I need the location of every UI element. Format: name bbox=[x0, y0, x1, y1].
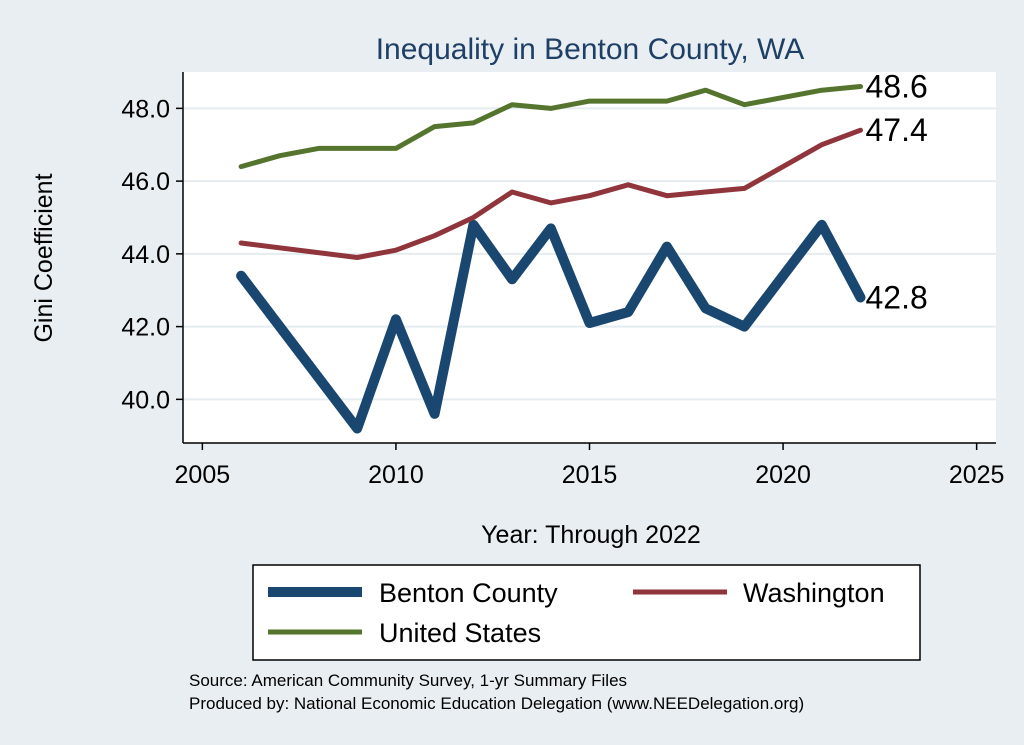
legend-label-washington: Washington bbox=[743, 578, 885, 608]
end-label-united-states: 48.6 bbox=[866, 69, 928, 105]
x-tick-label: 2010 bbox=[368, 461, 424, 489]
series-lines bbox=[236, 84, 866, 434]
y-tick-label: 40.0 bbox=[121, 386, 170, 414]
legend-label-benton-county: Benton County bbox=[379, 578, 558, 608]
end-label-benton-county: 42.8 bbox=[866, 280, 928, 316]
chart-title: Inequality in Benton County, WA bbox=[376, 33, 805, 66]
legend-box bbox=[252, 564, 921, 661]
source-line: Source: American Community Survey, 1-yr … bbox=[189, 671, 627, 690]
x-tick-label: 2020 bbox=[755, 461, 811, 489]
x-tick-label: 2015 bbox=[562, 461, 618, 489]
x-axis-title: Year: Through 2022 bbox=[481, 521, 701, 549]
series-line-benton-county bbox=[236, 219, 866, 434]
y-tick-label: 48.0 bbox=[121, 95, 170, 123]
y-axis-title: Gini Coefficient bbox=[30, 173, 58, 342]
x-tick-label: 2025 bbox=[949, 461, 1005, 489]
x-tick-label: 2005 bbox=[175, 461, 231, 489]
legend-label-united-states: United States bbox=[379, 618, 541, 648]
end-label-washington: 47.4 bbox=[866, 112, 928, 148]
end-labels: 42.8 47.4 48.6 bbox=[866, 69, 928, 316]
axes: 40.0 42.0 44.0 46.0 48.0 2005 2010 2015 2020 2025 bbox=[121, 72, 1004, 489]
y-tick-label: 44.0 bbox=[121, 241, 170, 269]
produced-by-line: Produced by: National Economic Education… bbox=[189, 694, 804, 713]
series-line-washington bbox=[238, 127, 863, 260]
series-line-united-states bbox=[238, 84, 863, 170]
y-tick-label: 42.0 bbox=[121, 314, 170, 342]
legend: Benton County Washington United States bbox=[252, 564, 921, 661]
y-tick-label: 46.0 bbox=[121, 168, 170, 196]
